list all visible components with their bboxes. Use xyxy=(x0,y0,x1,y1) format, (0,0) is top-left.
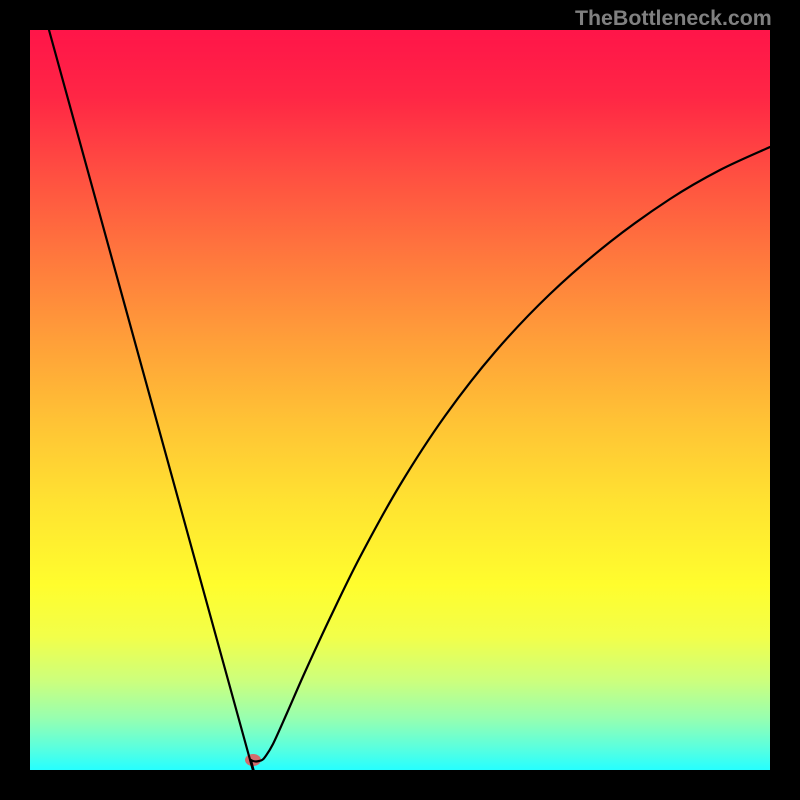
chart-container: TheBottleneck.com xyxy=(0,0,800,800)
chart-svg xyxy=(0,0,800,800)
attribution-text: TheBottleneck.com xyxy=(575,6,772,31)
plot-area-background xyxy=(30,30,770,770)
